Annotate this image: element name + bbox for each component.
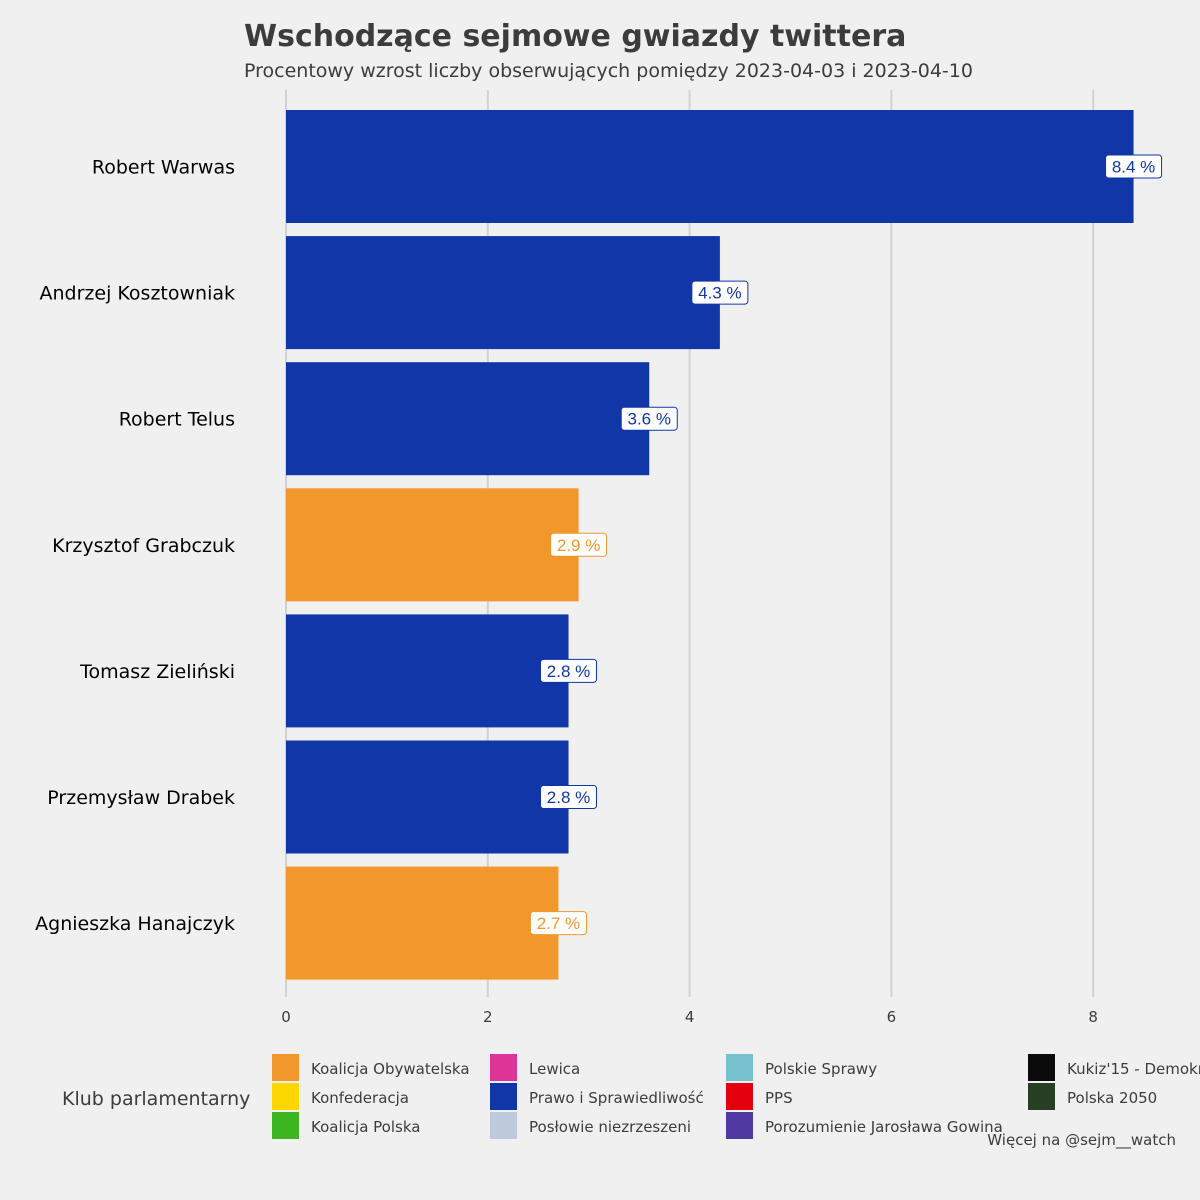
category-label: Robert Telus xyxy=(119,409,235,431)
legend-entry: Koalicja Obywatelska xyxy=(311,1060,470,1078)
data-label-box xyxy=(550,532,608,557)
bar xyxy=(286,866,559,980)
data-label-box xyxy=(691,280,749,305)
legend-entry: Lewica xyxy=(529,1060,580,1078)
data-label-text: 2.8 % xyxy=(547,788,590,807)
legend-swatch xyxy=(726,1083,753,1110)
bars: Robert Warwas 8.4 % Andrzej Kosztowniak 4.3… xyxy=(35,110,1163,980)
legend-entry: Polska 2050 xyxy=(1067,1089,1157,1107)
x-tick-label: 2 xyxy=(483,1008,493,1026)
category-label: Robert Warwas xyxy=(92,157,235,179)
legend-swatch xyxy=(272,1054,299,1081)
bar xyxy=(286,362,650,476)
bar xyxy=(286,740,569,854)
x-tick-label: 0 xyxy=(281,1008,291,1026)
legend-entry: Prawo i Sprawiedliwość xyxy=(529,1089,704,1107)
data-label-text: 4.3 % xyxy=(698,284,741,303)
legend: Klub parlamentarny Koalicja Obywatelska K… xyxy=(62,1054,1200,1139)
legend-swatch xyxy=(1028,1054,1055,1081)
legend-entry: Porozumienie Jarosława Gowina xyxy=(765,1118,1003,1136)
data-label: 2.8 % xyxy=(540,658,598,683)
category-label: Tomasz Zieliński xyxy=(79,661,235,683)
legend-swatch xyxy=(272,1083,299,1110)
data-label-box xyxy=(540,658,598,683)
data-label-text: 3.6 % xyxy=(627,410,670,429)
data-label-box xyxy=(1105,154,1163,179)
category-label: Andrzej Kosztowniak xyxy=(40,283,235,305)
legend-swatch xyxy=(490,1054,517,1081)
legend-swatch xyxy=(1028,1083,1055,1110)
data-label-box xyxy=(529,911,587,936)
bar xyxy=(286,488,579,602)
legend-swatch xyxy=(726,1112,753,1139)
data-label: 2.7 % xyxy=(529,911,587,936)
legend-entry: PPS xyxy=(765,1089,793,1107)
data-label: 3.6 % xyxy=(620,406,678,431)
legend-entry: Koalicja Polska xyxy=(311,1118,420,1136)
data-label-text: 2.8 % xyxy=(547,662,590,681)
caption: Więcej na @sejm__watch xyxy=(987,1131,1176,1150)
x-tick-label: 8 xyxy=(1088,1008,1098,1026)
legend-title: Klub parlamentarny xyxy=(62,1088,250,1110)
data-label: 4.3 % xyxy=(691,280,749,305)
data-label-box xyxy=(540,785,598,809)
bar xyxy=(286,236,720,350)
bar xyxy=(286,110,1134,223)
legend-swatch xyxy=(490,1083,517,1110)
data-label-text: 2.7 % xyxy=(537,914,580,933)
data-label: 2.9 % xyxy=(550,532,608,557)
x-tick-label: 6 xyxy=(887,1008,897,1026)
legend-swatch xyxy=(726,1054,753,1081)
category-label: Agnieszka Hanajczyk xyxy=(35,913,235,935)
chart-title: Wschodzące sejmowe gwiazdy twittera xyxy=(244,19,906,54)
data-label-text: 2.9 % xyxy=(557,536,600,555)
data-label-text: 8.4 % xyxy=(1112,158,1155,177)
legend-swatch xyxy=(272,1112,299,1139)
x-axis-ticks: 0 2 4 6 8 xyxy=(281,1008,1098,1026)
legend-entry: Konfederacja xyxy=(311,1089,409,1107)
legend-swatch xyxy=(490,1112,517,1139)
chart-subtitle: Procentowy wzrost liczby obserwujących p… xyxy=(244,60,973,82)
legend-entry: Polskie Sprawy xyxy=(765,1060,877,1078)
data-label: 2.8 % xyxy=(540,785,598,809)
data-label-box xyxy=(620,406,678,431)
data-label: 8.4 % xyxy=(1105,154,1163,179)
bar xyxy=(286,614,569,728)
category-label: Krzysztof Grabczuk xyxy=(52,535,235,557)
legend-entry: Posłowie niezrzeszeni xyxy=(529,1118,691,1136)
category-label: Przemysław Drabek xyxy=(47,787,235,809)
x-tick-label: 4 xyxy=(685,1008,695,1026)
legend-entry: Kukiz'15 - Demokracja Bezpośrednia xyxy=(1067,1060,1200,1078)
